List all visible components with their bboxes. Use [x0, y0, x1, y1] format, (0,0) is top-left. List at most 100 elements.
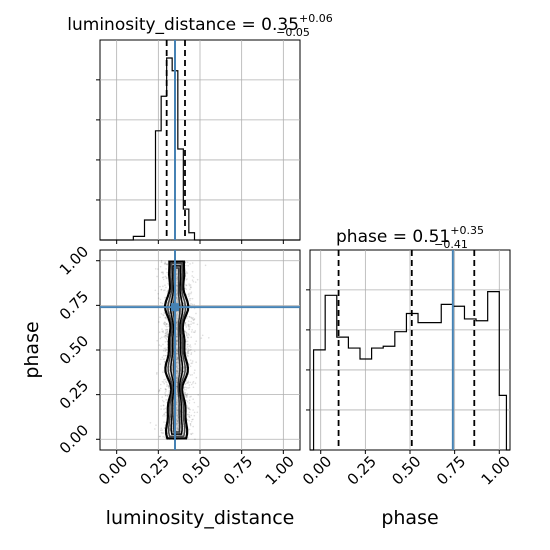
sample-point [176, 392, 178, 395]
sample-point [164, 328, 167, 331]
sample-point [164, 321, 166, 324]
x-tick-label: 0.50 [178, 452, 214, 488]
sample-point [158, 331, 161, 334]
sample-point [185, 284, 187, 287]
sample-point [177, 370, 180, 372]
sample-point [189, 374, 192, 376]
sample-point [162, 272, 164, 275]
sample-point [187, 336, 189, 339]
sample-point [190, 433, 193, 436]
sample-point [192, 425, 194, 428]
sample-point [193, 414, 196, 417]
sample-point [185, 382, 188, 385]
sample-point [179, 431, 182, 433]
sample-point [176, 381, 178, 384]
sample-point [180, 303, 182, 306]
sample-point [176, 352, 178, 355]
sample-point [176, 350, 179, 352]
sample-point [176, 317, 179, 320]
sample-point [164, 275, 167, 278]
sample-point [176, 420, 179, 423]
sample-point [164, 336, 166, 338]
sample-point [184, 283, 186, 286]
sample-point [160, 408, 162, 410]
sample-point [184, 391, 187, 394]
sample-point [192, 398, 194, 400]
sample-point [192, 409, 194, 411]
sample-point [175, 327, 178, 330]
sample-point [165, 263, 168, 265]
sample-point [164, 411, 167, 414]
sample-point [188, 384, 191, 386]
sample-point [185, 388, 187, 391]
sample-point [159, 285, 161, 288]
sample-point [165, 318, 167, 320]
sample-point [208, 337, 210, 339]
sample-point [161, 336, 163, 339]
sample-point [186, 381, 189, 384]
sample-point [190, 336, 192, 338]
sample-point [189, 396, 191, 398]
sample-point [157, 297, 160, 299]
sample-point [176, 322, 178, 325]
sample-point [165, 399, 167, 401]
sample-point [164, 334, 167, 337]
sample-point [188, 345, 190, 348]
sample-point [184, 272, 187, 275]
sample-point [171, 368, 173, 371]
sample-point [190, 316, 192, 319]
sample-point [176, 418, 178, 420]
sample-point [176, 313, 179, 315]
sample-point [176, 294, 179, 296]
sample-point [166, 329, 169, 331]
sample-point [192, 276, 195, 279]
sample-point [191, 279, 194, 281]
sample-point [175, 370, 178, 372]
sample-point [166, 290, 169, 293]
sample-point [162, 271, 164, 274]
sample-point [164, 332, 167, 335]
sample-point [163, 361, 166, 363]
sample-point [186, 340, 189, 343]
sample-point [186, 394, 188, 397]
sample-point [175, 386, 178, 388]
sample-point [165, 337, 167, 339]
sample-point [160, 427, 163, 430]
sample-point [186, 413, 188, 416]
sample-point [165, 354, 167, 357]
sample-point [186, 387, 188, 389]
sample-point [189, 304, 191, 306]
sample-point [164, 407, 167, 410]
sample-point [195, 376, 198, 379]
sample-point [189, 381, 191, 384]
sample-point [190, 362, 193, 365]
sample-point [180, 310, 182, 313]
sample-point [190, 383, 193, 386]
title-luminosity-distance: luminosity_distance = 0.35+0.06 −0.05 [67, 12, 332, 39]
sample-point [185, 279, 187, 281]
sample-point [182, 370, 185, 373]
sample-point [190, 302, 192, 305]
sample-point [200, 337, 203, 339]
sample-point [166, 271, 168, 274]
sample-point [176, 423, 179, 425]
grid-lines [100, 40, 300, 240]
sample-point [164, 316, 167, 319]
sample-point [176, 357, 179, 359]
sample-point [188, 328, 191, 330]
sample-point [166, 331, 169, 333]
sample-point [197, 405, 199, 408]
sample-point [162, 285, 164, 288]
sample-point [186, 351, 189, 353]
sample-point [160, 288, 163, 291]
sample-point [187, 324, 190, 327]
sample-point [166, 277, 168, 279]
sample-point [164, 261, 166, 263]
sample-point [160, 345, 162, 347]
sample-point [186, 393, 189, 395]
sample-point [166, 326, 168, 328]
sample-point [162, 278, 165, 281]
sample-point [188, 408, 190, 411]
sample-point [188, 415, 190, 417]
